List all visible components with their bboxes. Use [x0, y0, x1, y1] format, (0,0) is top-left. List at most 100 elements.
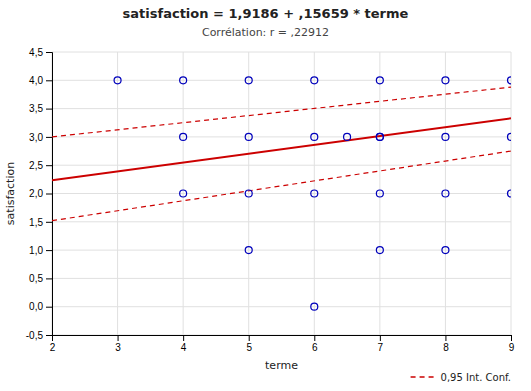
tick-label: 5 — [246, 342, 252, 353]
point — [376, 247, 383, 254]
point — [442, 77, 449, 84]
confidence-line — [52, 87, 511, 137]
tick-label: 3,0 — [29, 132, 43, 143]
tick: 7 — [378, 335, 384, 353]
tick-label: 2,0 — [29, 188, 43, 199]
point — [114, 77, 121, 84]
x-axis: 2 3 4 5 6 7 8 9 — [50, 335, 515, 353]
confidence-line — [52, 151, 511, 221]
subtitle: Corrélation: r = ,22912 — [202, 26, 329, 39]
tick: 0,0 — [29, 301, 52, 312]
point — [180, 77, 187, 84]
tick-mark — [380, 335, 381, 341]
tick: 0,5 — [29, 273, 52, 284]
grid-line — [52, 306, 511, 307]
plot: 2 3 4 5 6 7 8 9 -0,5 0,0 0,5 1,0 1,5 2,0 2,5 3,0 3,5 4,0 4… — [26, 47, 515, 353]
tick-label: 3,5 — [29, 103, 43, 114]
tick: 6 — [312, 335, 318, 353]
tick-label: 9 — [509, 342, 515, 353]
tick-mark — [46, 250, 52, 251]
tick-mark — [46, 80, 52, 81]
point — [508, 190, 512, 197]
tick-label: 4,5 — [29, 47, 43, 58]
grid-line — [52, 278, 511, 279]
title: satisfaction = 1,9186 + ,15659 * terme — [123, 6, 409, 21]
tick: 4 — [181, 335, 187, 353]
tick: 2,5 — [29, 160, 52, 171]
tick-label: 1,5 — [29, 217, 43, 228]
tick-mark — [46, 109, 52, 110]
point — [311, 133, 318, 140]
legend-label: 0,95 Int. Conf. — [441, 372, 511, 383]
tick-mark — [46, 222, 52, 223]
tick-label: 8 — [443, 342, 449, 353]
y-axis: -0,5 0,0 0,5 1,0 1,5 2,0 2,5 3,0 3,5 4,0 4,5 — [26, 47, 53, 341]
chart: satisfaction = 1,9186 + ,15659 * terme Co… — [0, 0, 531, 391]
tick-label: 4 — [181, 342, 187, 353]
point — [508, 77, 512, 84]
tick: 8 — [443, 335, 449, 353]
grid-line — [52, 221, 511, 222]
point — [442, 190, 449, 197]
point — [376, 133, 383, 140]
tick-label: 4,0 — [29, 75, 43, 86]
tick: 2 — [50, 335, 56, 353]
tick-mark — [249, 335, 250, 341]
point — [508, 133, 512, 140]
tick-mark — [46, 335, 52, 336]
tick: 1,0 — [29, 245, 52, 256]
tick-mark — [46, 165, 52, 166]
grid-line — [52, 52, 511, 53]
tick-label: 7 — [378, 342, 384, 353]
legend-swatch — [411, 376, 435, 378]
tick-mark — [46, 194, 52, 195]
grid-line — [52, 108, 511, 109]
tick: 5 — [246, 335, 252, 353]
point — [376, 133, 383, 140]
point — [311, 303, 318, 310]
axis-line — [46, 53, 53, 336]
tick-mark — [314, 335, 315, 341]
legend: 0,95 Int. Conf. — [411, 372, 511, 383]
point — [311, 190, 318, 197]
grid — [52, 52, 511, 335]
tick-mark — [445, 335, 446, 341]
point — [311, 77, 318, 84]
point — [245, 190, 252, 197]
point — [180, 190, 187, 197]
tick-mark — [511, 335, 512, 341]
tick-label: 2,5 — [29, 160, 43, 171]
point — [245, 77, 252, 84]
regression-line — [52, 118, 511, 180]
point — [180, 133, 187, 140]
point — [245, 247, 252, 254]
tick-mark — [46, 278, 52, 279]
tick: -0,5 — [26, 330, 52, 341]
point — [442, 133, 449, 140]
tick-mark — [183, 335, 184, 341]
tick-mark — [46, 137, 52, 138]
tick: 9 — [509, 335, 515, 353]
tick: 1,5 — [29, 217, 52, 228]
tick-label: -0,5 — [26, 330, 44, 341]
tick: 3,5 — [29, 103, 52, 114]
tick-label: 1,0 — [29, 245, 43, 256]
marks — [52, 77, 511, 310]
tick-label: 2 — [50, 342, 56, 353]
tick-label: 6 — [312, 342, 318, 353]
point — [245, 133, 252, 140]
tick-label: 0,5 — [29, 273, 43, 284]
tick: 2,0 — [29, 188, 52, 199]
tick-mark — [46, 52, 52, 53]
tick-label: 3 — [115, 342, 121, 353]
grid-line — [52, 165, 511, 166]
axis-line — [53, 336, 512, 342]
point — [442, 247, 449, 254]
y-axis-title: satisfaction — [4, 162, 17, 225]
point — [376, 77, 383, 84]
tick: 3,0 — [29, 132, 52, 143]
tick: 4,5 — [29, 47, 52, 58]
point — [376, 190, 383, 197]
tick: 4,0 — [29, 75, 52, 86]
point — [344, 133, 351, 140]
